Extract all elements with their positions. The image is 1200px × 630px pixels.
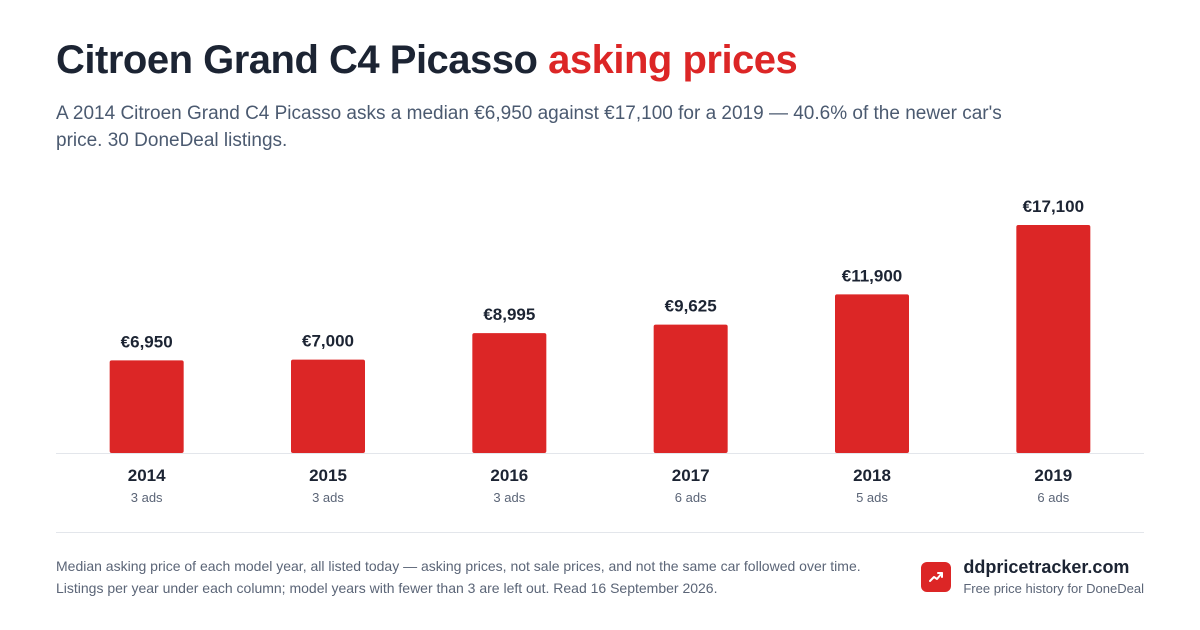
value-label-2018: €11,900 [842, 266, 903, 285]
value-label-2017: €9,625 [665, 297, 717, 316]
value-label-2019: €17,100 [1023, 197, 1084, 216]
brand-tagline: Free price history for DoneDeal [963, 581, 1144, 596]
page-subtitle: A 2014 Citroen Grand C4 Picasso asks a m… [56, 103, 1002, 151]
methodology-note: Median asking price of each model year, … [56, 558, 861, 596]
ad-count-2019: 6 ads [1037, 490, 1069, 505]
bar-2019 [1016, 225, 1091, 453]
brand-block[interactable]: ddpricetracker.com Free price history fo… [921, 556, 1144, 598]
footer-divider [56, 532, 1144, 533]
value-label-2016: €8,995 [483, 305, 535, 324]
price-bar-chart: €6,950 2014 3 ads €7,000 2015 3 ads €8,995 2016… [56, 197, 1144, 505]
tick-label-2017: 2017 [672, 466, 710, 485]
bar-2016 [472, 333, 547, 453]
bar-2014 [109, 360, 184, 453]
page-title: Citroen Grand C4 Picasso asking prices [56, 38, 798, 83]
tick-label-2019: 2019 [1034, 466, 1072, 485]
value-label-2014: €6,950 [121, 332, 173, 351]
tick-label-2016: 2016 [490, 466, 528, 485]
ad-count-2015: 3 ads [312, 490, 344, 505]
trending-up-icon [921, 562, 952, 592]
ad-count-2018: 5 ads [856, 490, 888, 505]
tick-label-2015: 2015 [309, 466, 347, 485]
ad-count-2016: 3 ads [493, 490, 525, 505]
title-main: Citroen Grand C4 Picasso [56, 38, 538, 82]
ad-count-2017: 6 ads [675, 490, 707, 505]
bar-2017 [653, 324, 728, 453]
value-label-2015: €7,000 [302, 332, 354, 351]
brand-name[interactable]: ddpricetracker.com [963, 557, 1130, 577]
bar-2018 [835, 294, 909, 453]
bar-2015 [291, 359, 365, 453]
tick-label-2014: 2014 [128, 466, 166, 485]
title-accent: asking prices [548, 38, 798, 82]
tick-label-2018: 2018 [853, 466, 891, 485]
ad-count-2014: 3 ads [131, 490, 163, 505]
